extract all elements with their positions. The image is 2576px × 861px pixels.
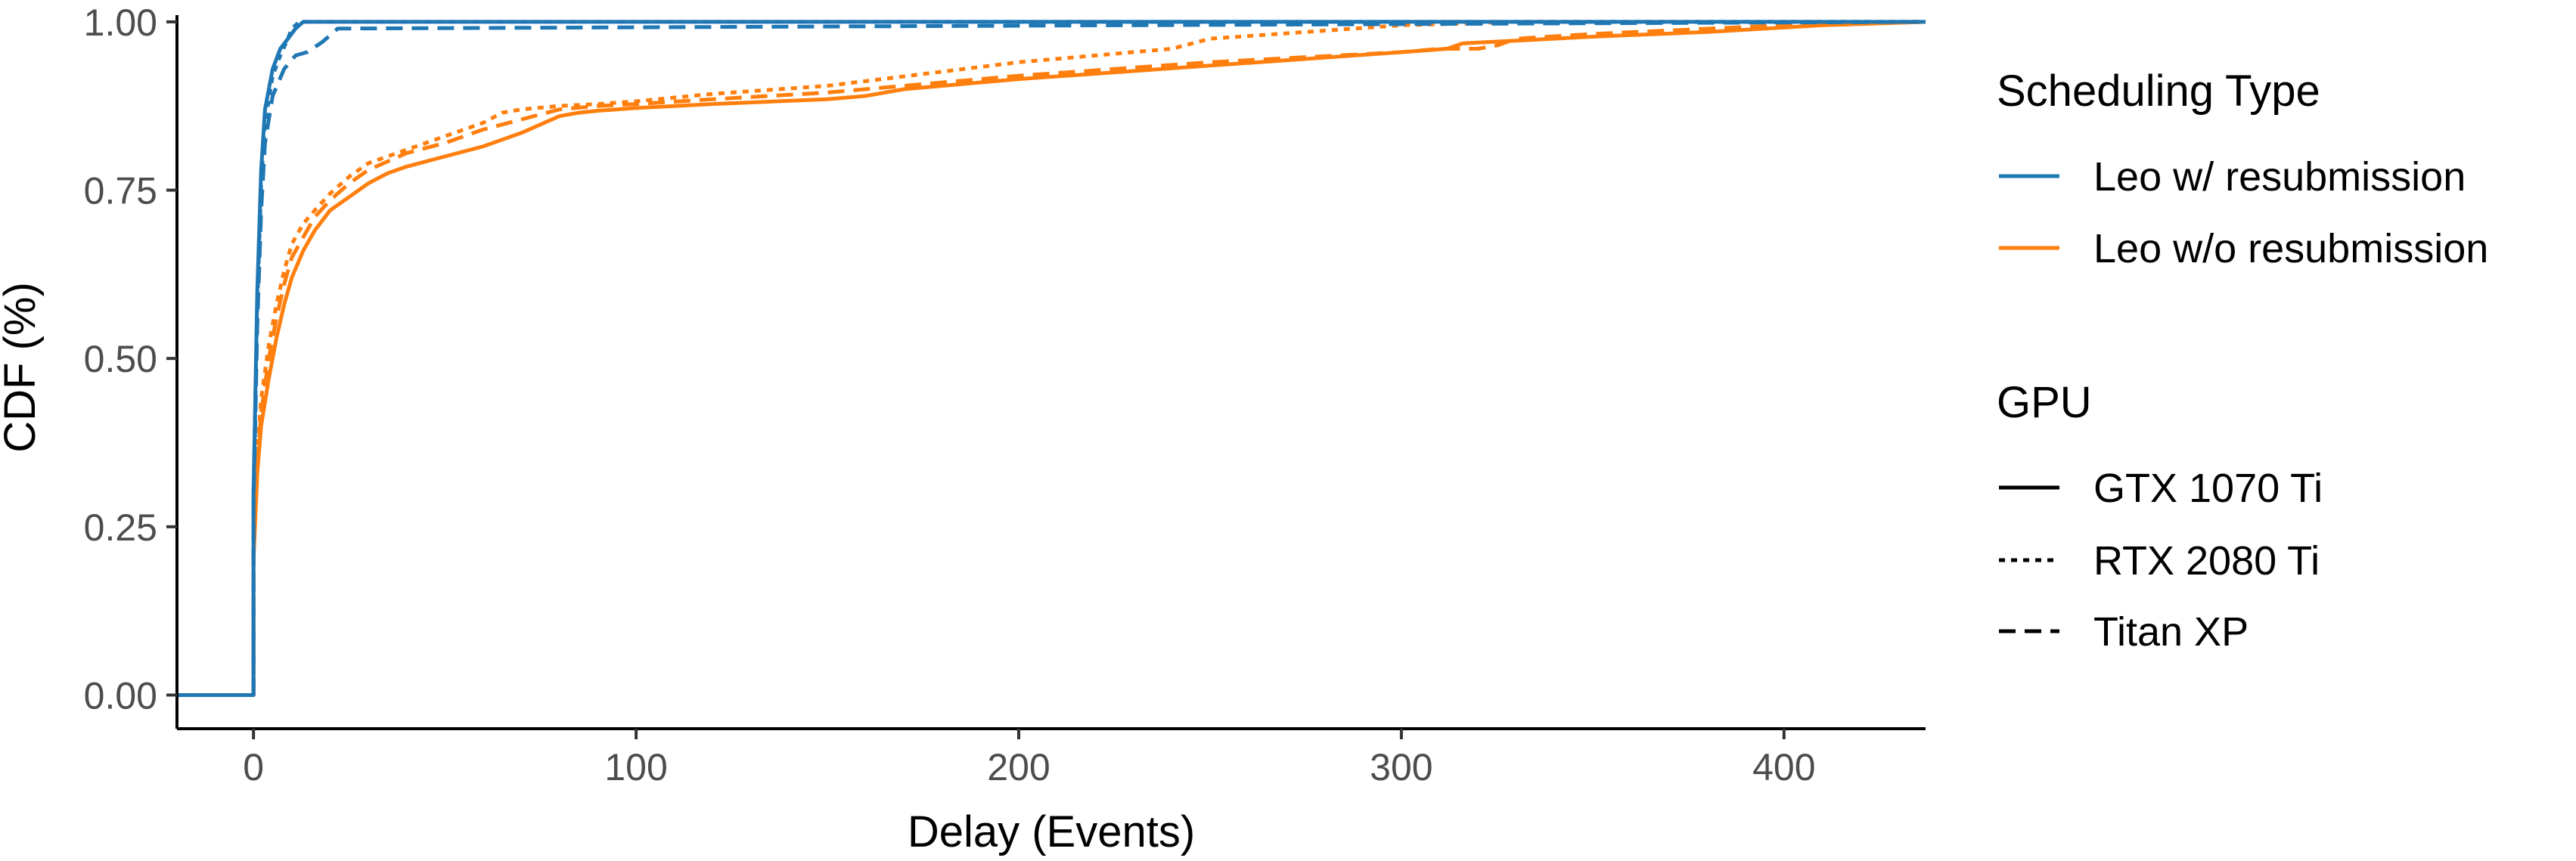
y-axis-title: CDF (%): [0, 282, 45, 453]
y-tick-label: 0.00: [84, 674, 157, 717]
x-tick-label: 200: [987, 746, 1050, 788]
series-line-leo-w-o-resubmission-gtx-1070-ti: [177, 20, 1926, 697]
legend-title-gpu: GPU: [1997, 378, 2092, 427]
legend-entry-rtx-2080-ti: RTX 2080 Ti: [1999, 538, 2320, 584]
legend-entry-gtx-1070-ti: GTX 1070 Ti: [1999, 466, 2323, 511]
x-axis-title: Delay (Events): [908, 807, 1195, 856]
legend-label-rtx-2080-ti: RTX 2080 Ti: [2093, 538, 2320, 584]
legend-entry-leo-without-resubmission: Leo w/o resubmission: [1999, 226, 2488, 271]
x-ticks: 0 100 200 300 400: [243, 729, 1816, 788]
series-layer: [177, 20, 1926, 697]
x-tick-label: 300: [1370, 746, 1432, 788]
axes: [175, 15, 1926, 730]
x-tick-label: 100: [604, 746, 667, 788]
legend-title-scheduling: Scheduling Type: [1997, 67, 2320, 116]
series-line-leo-w-o-resubmission-rtx-2080-ti: [177, 20, 1926, 697]
y-ticks: 0.00 0.25 0.50 0.75 1.00: [84, 2, 177, 717]
x-tick-label: 400: [1752, 746, 1815, 788]
legend-label-leo-with-resubmission: Leo w/ resubmission: [2093, 154, 2466, 200]
legend-entry-leo-with-resubmission: Leo w/ resubmission: [1999, 154, 2466, 200]
x-tick-label: 0: [243, 746, 264, 788]
series-line-leo-w-resubmission-rtx-2080-ti: [177, 20, 1926, 697]
series-line-leo-w-resubmission-titan-xp: [177, 20, 1926, 697]
series-line-leo-w-o-resubmission-titan-xp: [177, 20, 1926, 697]
legend-entry-titan-xp: Titan XP: [1999, 609, 2249, 655]
y-tick-label: 0.25: [84, 506, 157, 549]
y-tick-label: 1.00: [84, 2, 157, 44]
legend-label-leo-without-resubmission: Leo w/o resubmission: [2093, 226, 2488, 271]
y-tick-label: 0.75: [84, 170, 157, 212]
series-line-leo-w-resubmission-gtx-1070-ti: [177, 20, 1926, 697]
legend-label-gtx-1070-ti: GTX 1070 Ti: [2093, 466, 2323, 511]
legend: Scheduling Type Leo w/ resubmission Leo …: [1997, 67, 2488, 655]
y-tick-label: 0.50: [84, 338, 157, 380]
legend-label-titan-xp: Titan XP: [2093, 609, 2249, 655]
